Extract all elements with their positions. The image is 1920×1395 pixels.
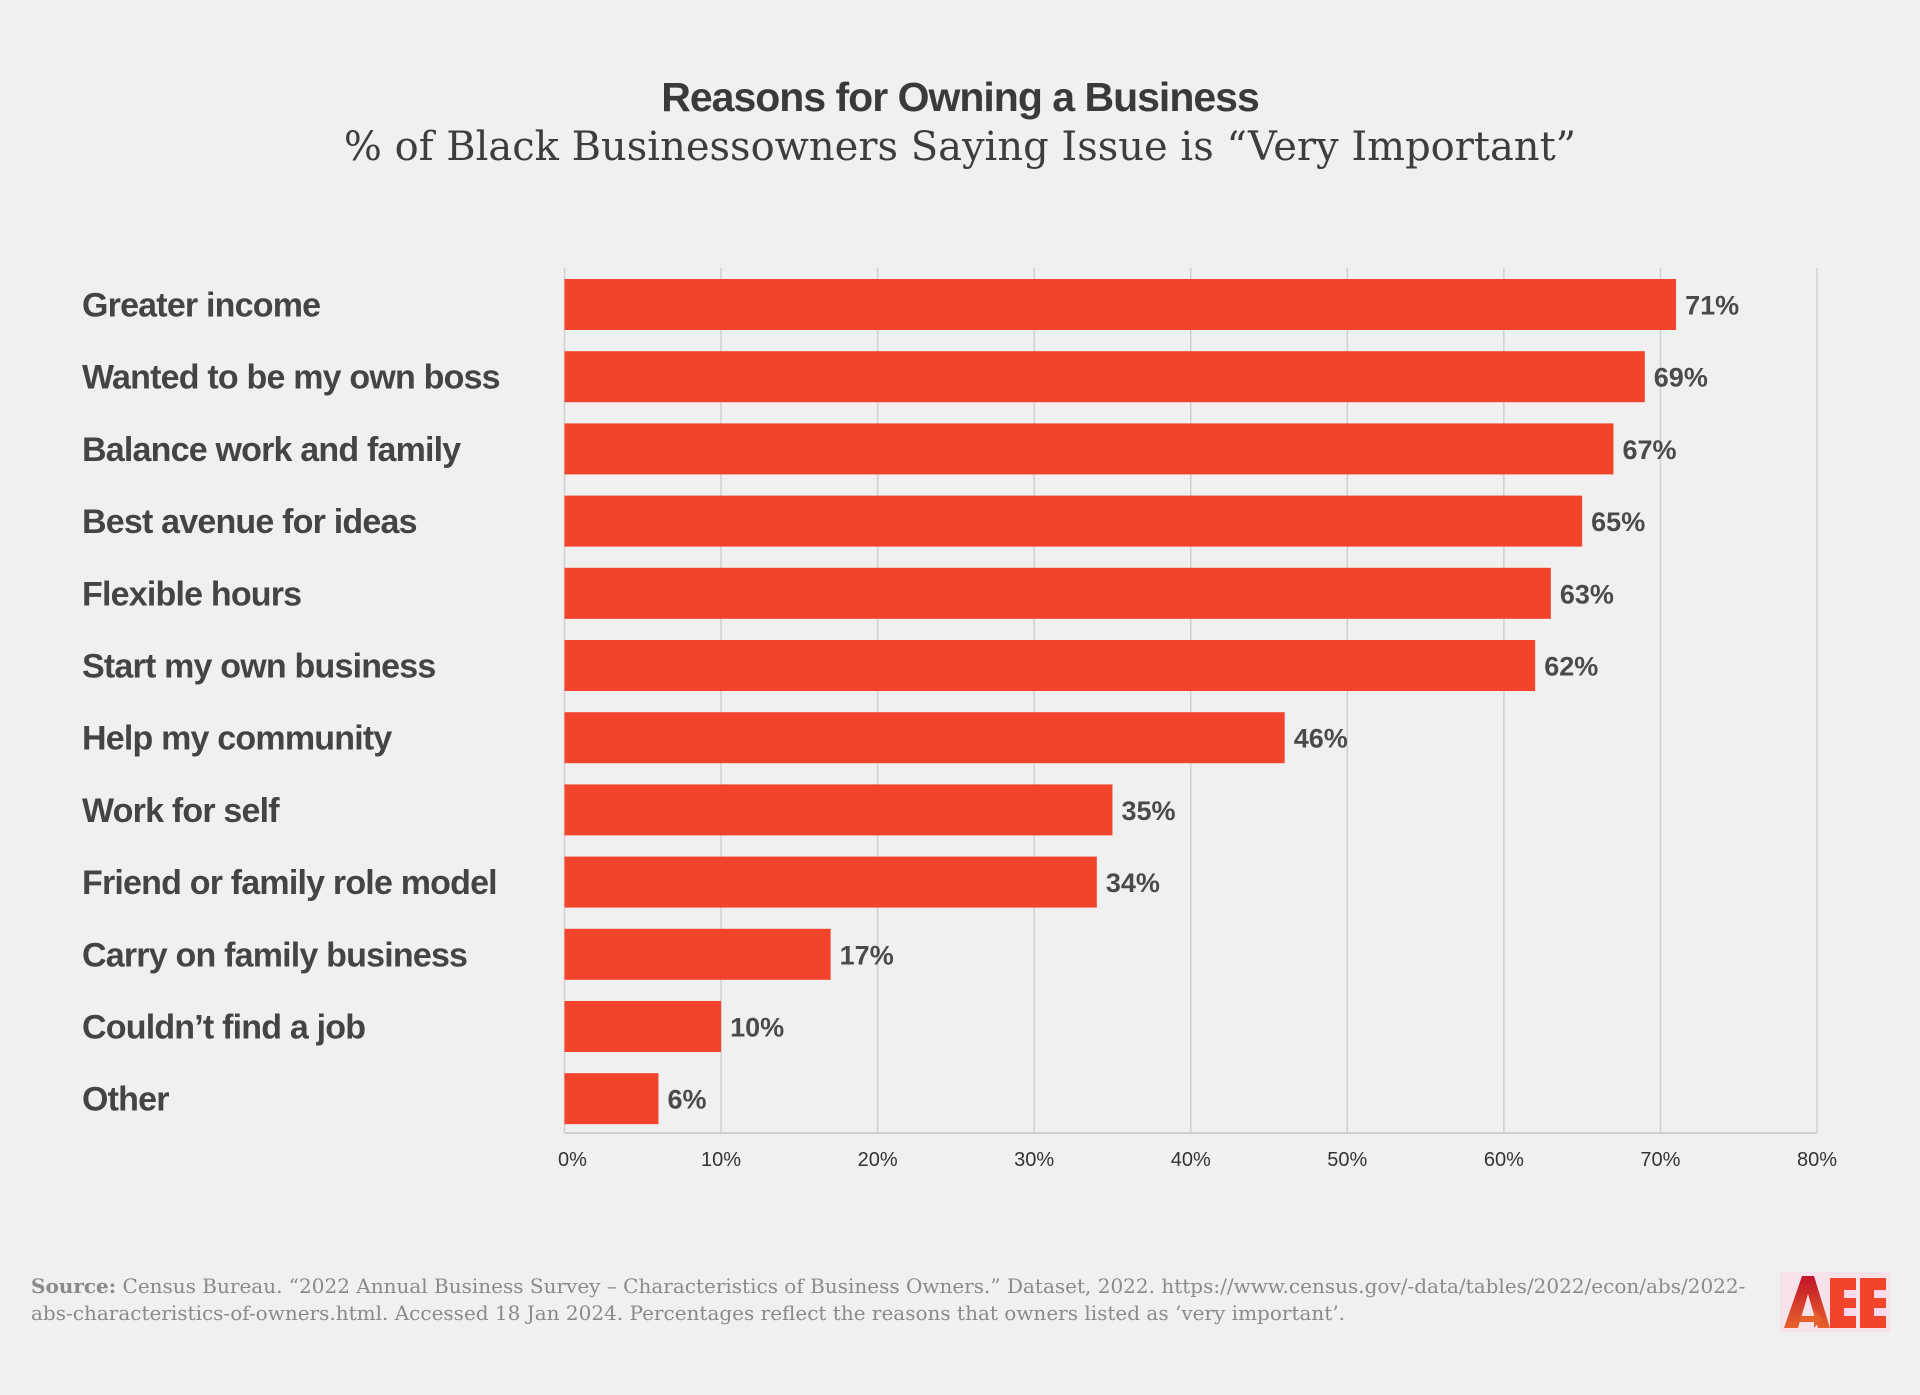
value-label: 6% xyxy=(667,1085,706,1115)
x-tick-label: 70% xyxy=(1640,1149,1680,1171)
x-tick-label: 10% xyxy=(701,1149,741,1171)
source-label: Source: xyxy=(31,1274,117,1298)
bar xyxy=(564,856,1097,908)
category-label: Start my own business xyxy=(82,648,436,686)
category-label: Balance work and family xyxy=(82,431,461,469)
x-tick-label: 40% xyxy=(1171,1149,1211,1171)
value-label: 17% xyxy=(840,940,894,970)
bar xyxy=(564,640,1536,691)
category-label: Friend or family role model xyxy=(82,864,497,902)
value-label: 65% xyxy=(1591,507,1645,537)
chart-title: Reasons for Owning a Business xyxy=(661,74,1260,120)
value-label: 34% xyxy=(1106,868,1160,898)
category-label: Work for self xyxy=(82,792,280,830)
category-label: Best avenue for ideas xyxy=(82,503,417,541)
x-tick-label: 20% xyxy=(858,1149,898,1171)
bar xyxy=(564,423,1614,475)
category-label: Greater income xyxy=(82,287,320,325)
value-label: 67% xyxy=(1622,435,1676,465)
aee-logo xyxy=(1780,1272,1890,1332)
bar-chart: 0% 10% 20% 30% 40% 50% 60% 70% 80% Greater income… xyxy=(82,268,1837,1171)
bar xyxy=(564,1001,722,1052)
bar xyxy=(564,1073,659,1125)
value-label: 10% xyxy=(730,1013,784,1043)
chart-subtitle: % of Black Businessowners Saying Issue i… xyxy=(343,124,1577,170)
bar xyxy=(564,928,831,980)
bar xyxy=(564,712,1285,764)
source-text: Census Bureau. “2022 Annual Business Sur… xyxy=(31,1274,1746,1325)
value-label: 35% xyxy=(1121,796,1175,826)
x-tick-label: 30% xyxy=(1014,1149,1054,1171)
value-label: 63% xyxy=(1560,579,1614,609)
category-label: Couldn’t find a job xyxy=(82,1009,365,1047)
x-tick-label: 80% xyxy=(1797,1149,1837,1171)
category-label: Flexible hours xyxy=(82,575,301,613)
category-label: Help my community xyxy=(82,720,392,758)
bar xyxy=(564,784,1113,836)
value-label: 46% xyxy=(1294,724,1348,754)
bar xyxy=(564,351,1645,403)
value-label: 71% xyxy=(1685,291,1739,321)
x-tick-label: 50% xyxy=(1327,1149,1367,1171)
category-label: Carry on family business xyxy=(82,936,467,974)
bar xyxy=(564,495,1583,547)
value-label: 69% xyxy=(1654,363,1708,393)
x-tick-label: 60% xyxy=(1484,1149,1524,1171)
bar xyxy=(564,279,1677,330)
x-tick-label: 0% xyxy=(558,1149,587,1171)
source-note: Source: Census Bureau. “2022 Annual Busi… xyxy=(31,1273,1751,1327)
category-label: Other xyxy=(82,1081,169,1119)
value-label: 62% xyxy=(1544,652,1598,682)
category-label: Wanted to be my own boss xyxy=(82,359,500,397)
bar xyxy=(564,567,1551,619)
